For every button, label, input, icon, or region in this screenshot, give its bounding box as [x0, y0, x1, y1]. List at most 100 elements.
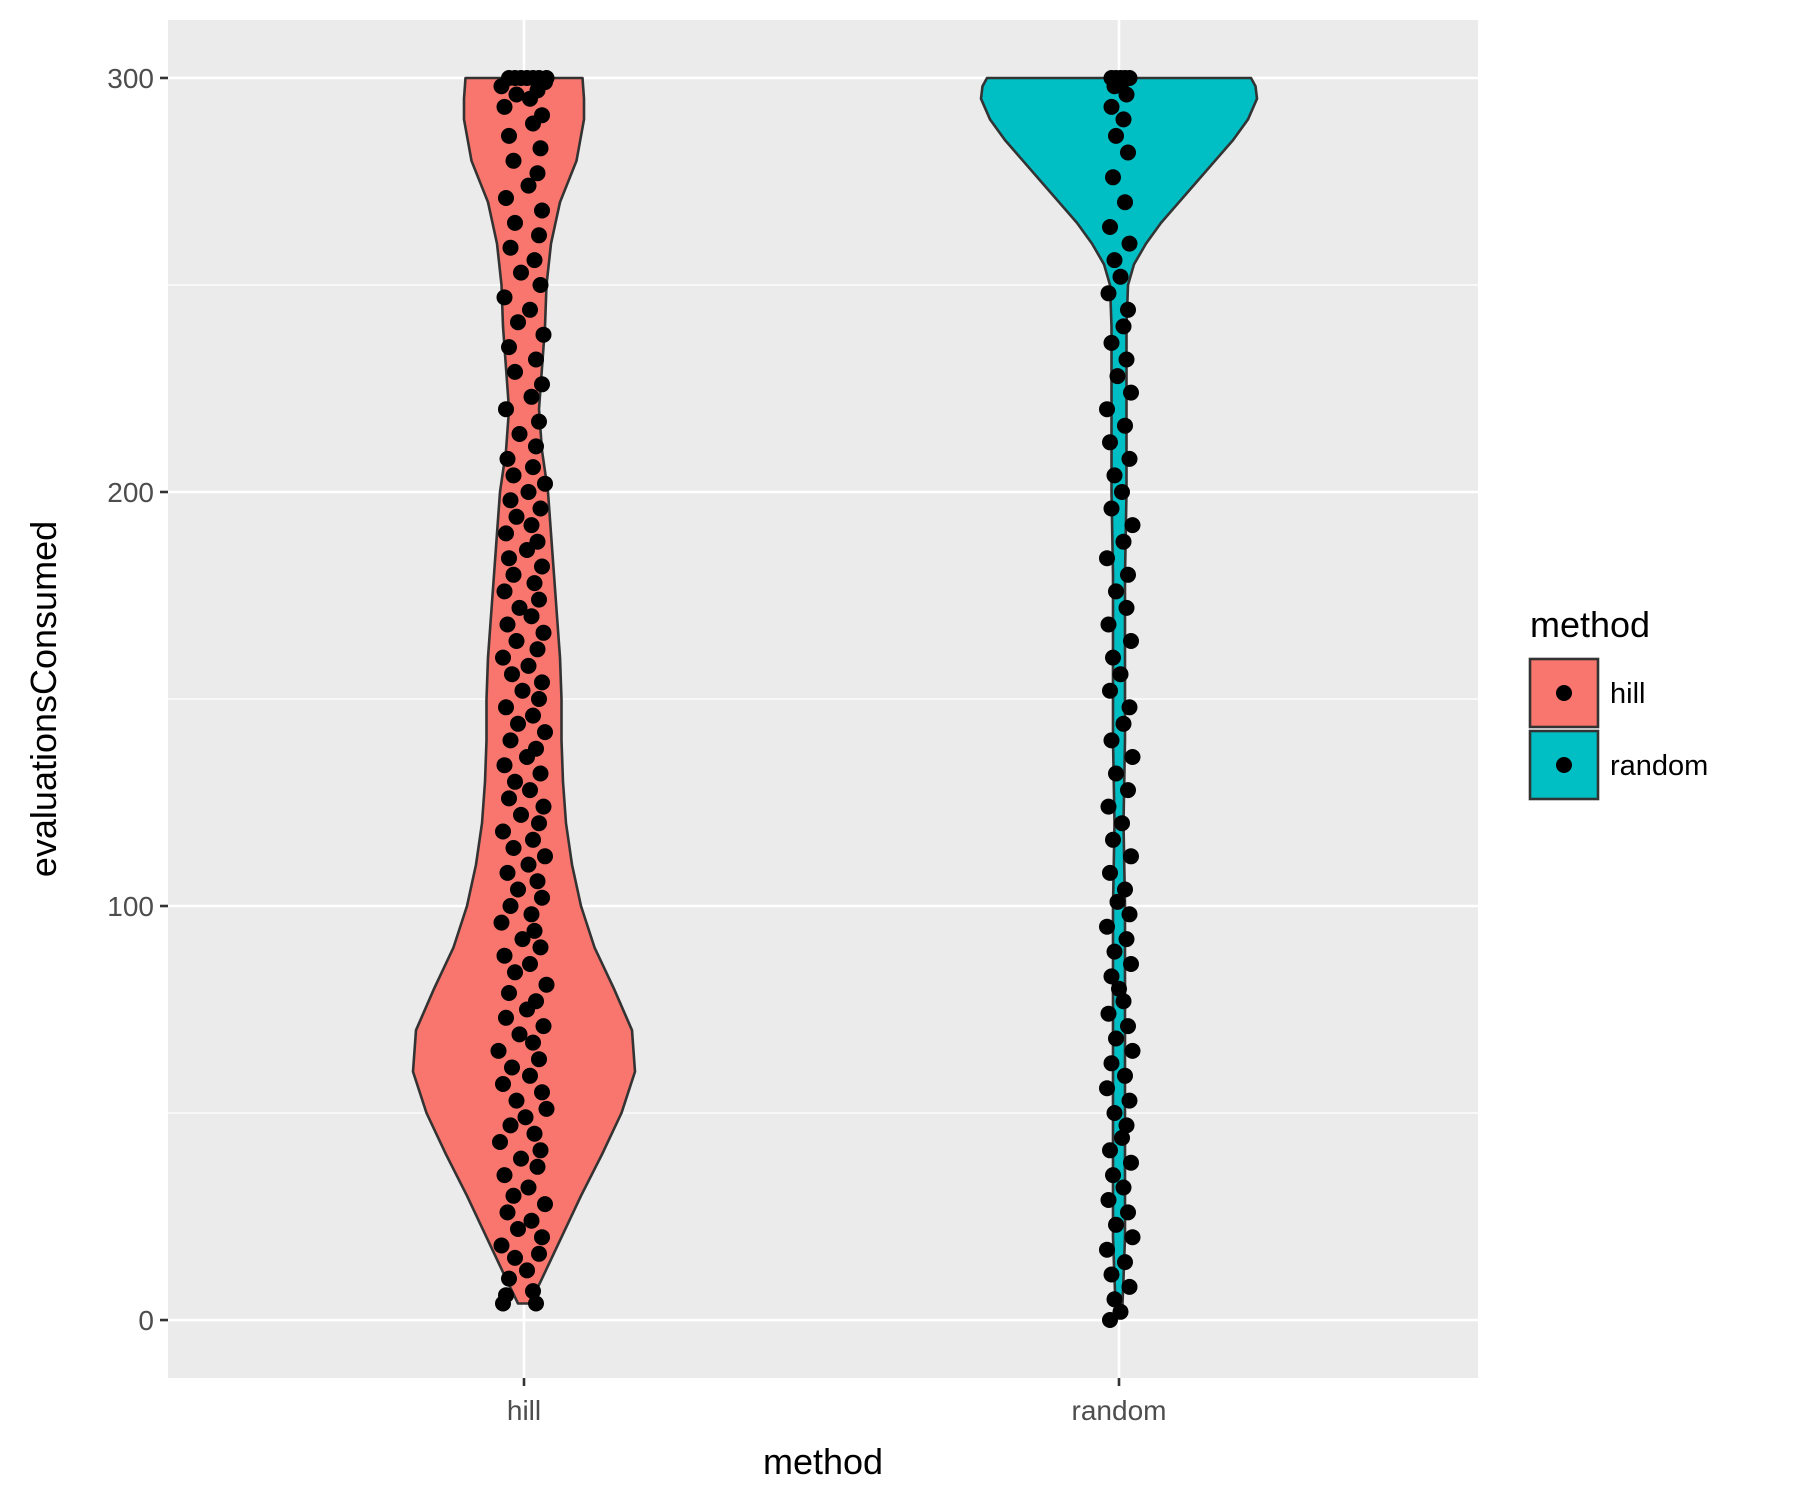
data-point-hill [501, 985, 517, 1001]
axes: 0 100 200 300 hill random [107, 63, 1166, 1426]
data-point-hill [531, 227, 547, 244]
data-point-hill [495, 823, 511, 840]
data-point-random [1123, 633, 1139, 649]
data-point-random [1103, 1266, 1120, 1283]
data-point-random [1118, 599, 1135, 616]
data-point-hill [520, 856, 537, 873]
data-point-hill [507, 1249, 523, 1266]
data-point-random [1118, 86, 1135, 103]
data-point-hill [504, 666, 520, 683]
legend-label-random: random [1610, 750, 1708, 782]
data-point-random [1121, 70, 1138, 86]
data-point-random [1121, 906, 1138, 923]
data-point-hill [525, 1034, 541, 1051]
data-point-hill [535, 1018, 552, 1035]
data-point-random [1099, 918, 1115, 935]
data-point-random [1121, 450, 1138, 467]
data-point-hill [526, 1125, 543, 1142]
data-point-random [1109, 893, 1126, 910]
data-point-random [1105, 649, 1121, 666]
data-point-random [1102, 864, 1118, 881]
data-point-random [1112, 268, 1129, 285]
data-point-hill [531, 691, 547, 707]
data-point-hill [531, 1245, 547, 1262]
data-point-hill [522, 956, 538, 972]
data-point-hill [517, 1109, 534, 1126]
data-point-hill [534, 674, 550, 691]
data-point-hill [535, 326, 552, 343]
data-point-hill [514, 931, 531, 948]
data-point-hill [511, 426, 528, 442]
data-point-random [1118, 351, 1135, 368]
data-point-hill [525, 707, 541, 724]
data-point-hill [505, 152, 522, 169]
data-point-hill [535, 798, 552, 815]
data-point-hill [510, 881, 526, 898]
data-point-hill [502, 239, 519, 256]
data-point-hill [505, 467, 522, 484]
data-point-hill [507, 214, 523, 231]
data-point-random [1102, 682, 1118, 699]
data-point-hill [513, 264, 529, 281]
data-point-random [1111, 980, 1127, 997]
data-point-random [1109, 368, 1126, 385]
data-point-random [1103, 1055, 1120, 1072]
data-point-hill [528, 351, 544, 368]
data-point-hill [507, 363, 523, 380]
data-point-random [1102, 434, 1118, 451]
data-point-hill [520, 657, 537, 674]
data-point-random [1103, 500, 1120, 517]
data-point-hill [535, 624, 552, 641]
legend-items: hill random [1528, 657, 1708, 801]
data-point-hill [498, 401, 514, 418]
data-point-hill [523, 906, 540, 923]
data-point-hill [492, 1134, 508, 1150]
data-point-hill [501, 127, 517, 144]
data-point-hill [531, 413, 547, 430]
data-point-hill [499, 1204, 516, 1221]
data-point-hill [498, 699, 514, 716]
x-tick-label: hill [507, 1395, 541, 1426]
data-point-random [1114, 1129, 1130, 1146]
jitter-points [490, 70, 1141, 1328]
data-point-random [1108, 1030, 1124, 1047]
data-point-random [1114, 815, 1130, 832]
data-point-hill [514, 682, 531, 699]
legend-point-random [1556, 757, 1572, 773]
data-point-hill [501, 790, 517, 807]
data-point-hill [519, 1262, 535, 1279]
data-point-random [1105, 831, 1121, 848]
data-point-hill [505, 566, 522, 583]
data-point-hill [505, 840, 522, 856]
data-point-hill [531, 1051, 547, 1068]
data-point-random [1115, 993, 1132, 1010]
data-point-random [1102, 1142, 1118, 1159]
x-axis-title: method [763, 1441, 883, 1482]
data-point-hill [523, 388, 540, 405]
data-point-hill [504, 1059, 520, 1076]
data-point-hill [532, 1142, 549, 1159]
data-point-random [1117, 1067, 1133, 1084]
data-point-hill [528, 740, 544, 757]
data-point-random [1100, 798, 1117, 815]
data-point-hill [499, 864, 516, 881]
data-point-hill [502, 1117, 519, 1134]
data-point-random [1100, 616, 1117, 633]
data-point-hill [502, 492, 519, 509]
data-point-hill [499, 450, 516, 467]
data-point-hill [531, 815, 547, 832]
data-point-hill [534, 107, 550, 124]
data-point-hill [510, 314, 526, 331]
data-point-hill [534, 202, 550, 219]
data-point-hill [508, 86, 525, 103]
data-point-hill [534, 889, 550, 906]
data-point-hill [511, 599, 528, 616]
data-point-hill [522, 782, 538, 799]
y-tick-label: 300 [107, 63, 154, 94]
data-point-hill [532, 277, 549, 293]
data-point-random [1120, 566, 1136, 583]
data-point-random [1106, 467, 1123, 484]
data-point-hill [510, 1221, 526, 1237]
data-point-hill [505, 1187, 522, 1204]
data-point-random [1121, 699, 1138, 716]
